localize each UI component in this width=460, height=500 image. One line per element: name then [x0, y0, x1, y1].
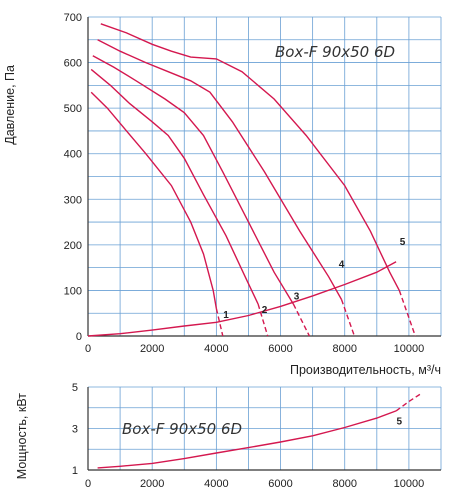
fan-curve-4-dashed [340, 299, 356, 337]
y-tick-label: 0 [76, 331, 82, 343]
power-chart-title: Box-F 90x50 6D [122, 420, 242, 438]
x-tick-label: 2000 [140, 478, 164, 490]
pressure-curves [87, 23, 416, 337]
power-curve-5 [97, 410, 397, 469]
power-y-tick-labels: 1 3 5 [72, 382, 78, 477]
fan-curve-1 [90, 91, 218, 309]
y-tick-label: 300 [64, 194, 82, 206]
power-curve-label-5: 5 [397, 416, 403, 427]
fan-curve-4 [97, 39, 343, 300]
power-chart: 0 2000 4000 6000 8000 10000 1 3 5 5 Box-F 90x50… [15, 382, 442, 490]
fan-curve-5-dashed [398, 290, 416, 337]
pressure-chart: 0 2000 4000 6000 8000 10000 0 100 200 300 400 500 6… [3, 12, 442, 377]
curve-label-2: 2 [262, 305, 268, 316]
x-tick-label: 6000 [268, 343, 292, 355]
fan-curve-3 [92, 55, 294, 305]
pressure-x-tick-labels: 0 2000 4000 6000 8000 10000 [85, 343, 424, 355]
pressure-x-axis-title: Производительность, м³/ч [290, 363, 441, 377]
y-tick-label: 100 [64, 285, 82, 297]
curve-label-3: 3 [294, 292, 300, 303]
x-tick-label: 0 [85, 343, 91, 355]
fan-curve-2-dashed [257, 303, 269, 337]
pressure-chart-title: Box-F 90x50 6D [275, 43, 395, 61]
y-tick-label: 600 [64, 58, 82, 70]
y-tick-label: 3 [72, 424, 78, 436]
x-tick-label: 8000 [332, 478, 356, 490]
x-tick-label: 10000 [394, 343, 425, 355]
fan-curve-1-dashed [215, 308, 224, 337]
y-tick-label: 400 [64, 149, 82, 161]
pressure-curve-labels: 1 2 3 4 5 [223, 237, 406, 321]
x-tick-label: 8000 [332, 343, 356, 355]
curve-label-5: 5 [400, 237, 406, 248]
power-curve-labels: 5 [397, 416, 403, 427]
fan-curve-3-dashed [292, 303, 311, 337]
pressure-grid [88, 16, 442, 336]
power-y-axis-title: Мощность, кВт [15, 393, 29, 479]
y-tick-label: 700 [64, 12, 82, 24]
power-curve-5-dashed [395, 392, 423, 412]
system-curve [87, 261, 397, 337]
x-tick-label: 2000 [140, 343, 164, 355]
y-tick-label: 200 [64, 240, 82, 252]
fan-curve-5 [100, 23, 400, 291]
pressure-y-axis-title: Давление, Па [3, 65, 17, 145]
pressure-axes [87, 17, 441, 337]
fan-curve-2 [90, 68, 259, 305]
x-tick-label: 4000 [204, 478, 228, 490]
curve-label-4: 4 [339, 260, 345, 271]
power-curves [97, 392, 423, 469]
y-tick-label: 5 [72, 382, 78, 394]
x-tick-label: 0 [85, 478, 91, 490]
x-tick-label: 4000 [204, 343, 228, 355]
y-tick-label: 500 [64, 103, 82, 115]
x-tick-label: 6000 [268, 478, 292, 490]
curve-label-1: 1 [223, 310, 229, 321]
power-x-tick-labels: 0 2000 4000 6000 8000 10000 [85, 478, 424, 490]
y-tick-label: 1 [72, 465, 78, 477]
power-axes [87, 387, 441, 471]
pressure-y-tick-labels: 0 100 200 300 400 500 600 700 [64, 12, 82, 343]
x-tick-label: 10000 [394, 478, 425, 490]
